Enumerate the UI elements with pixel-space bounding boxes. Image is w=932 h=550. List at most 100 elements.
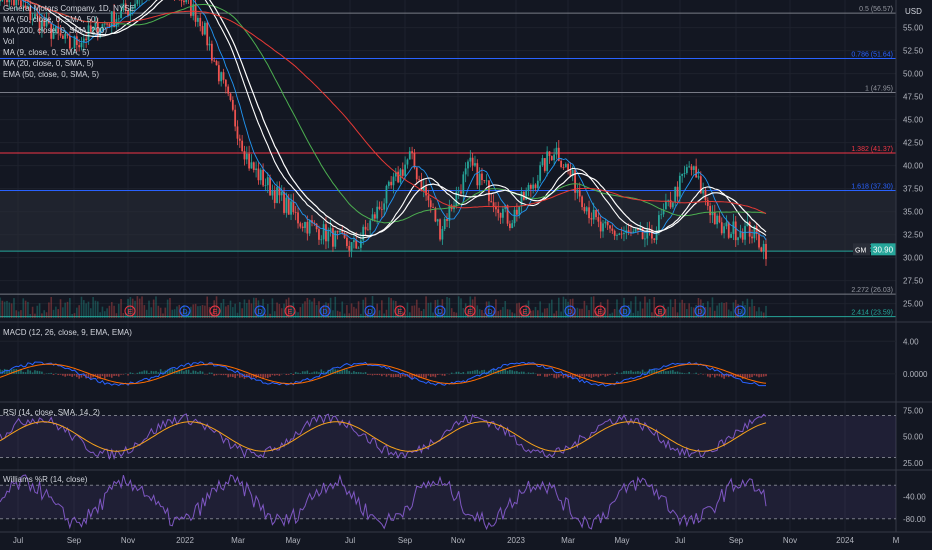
williams-title[interactable]: Williams %R (14, close)	[3, 475, 88, 484]
volume-bar	[716, 305, 718, 318]
candle-body	[248, 153, 251, 169]
macd-histogram-bar	[292, 373, 295, 375]
macd-histogram-bar	[264, 373, 267, 378]
candle-body	[329, 228, 332, 232]
candle-body	[127, 10, 129, 16]
candle-body	[224, 79, 227, 87]
macd-histogram-bar	[301, 371, 304, 374]
volume-bar	[553, 313, 555, 318]
candle-body	[513, 209, 516, 224]
candle-body	[599, 221, 602, 232]
macd-histogram-bar	[171, 368, 174, 374]
macd-histogram-bar	[138, 371, 141, 374]
volume-bar	[523, 311, 525, 318]
legend-title[interactable]: General Motors Company, 1D, NYSE	[3, 4, 135, 13]
candle-body	[653, 238, 656, 240]
macd-histogram-bar	[78, 373, 80, 379]
volume-bar	[513, 313, 516, 318]
volume-bar	[646, 302, 649, 318]
macd-histogram-bar	[334, 369, 337, 374]
candle-body	[276, 187, 278, 203]
williams-line	[0, 474, 767, 531]
volume-bar	[299, 307, 302, 318]
legend-vol[interactable]: Vol	[3, 37, 15, 46]
event-marker-label: D	[487, 309, 492, 316]
volume-bar	[378, 310, 381, 318]
candle-body	[681, 173, 684, 176]
volume-bar	[623, 297, 625, 318]
volume-bar	[192, 304, 195, 318]
candle-body	[117, 18, 120, 20]
macd-histogram-bar	[87, 373, 90, 378]
volume-bar	[90, 308, 92, 318]
macd-histogram-bar	[599, 373, 602, 376]
candle-body	[0, 0, 1, 2]
volume-bar	[173, 309, 176, 318]
macd-histogram-bar	[588, 373, 590, 377]
volume-bar	[346, 305, 348, 318]
rsi-y-tick: 75.00	[903, 406, 924, 415]
event-marker-label: D	[737, 309, 742, 316]
volume-bar	[17, 311, 20, 318]
candle-body	[413, 152, 416, 168]
macd-histogram-bar	[418, 373, 420, 378]
volume-bar	[753, 305, 756, 318]
candle-body	[529, 184, 532, 189]
macd-histogram-bar	[411, 373, 413, 380]
macd-histogram-bar	[225, 373, 227, 376]
candle-body	[502, 208, 504, 218]
event-marker-label: E	[288, 309, 293, 316]
rsi-title[interactable]: RSI (14, close, SMA, 14, 2)	[3, 408, 100, 417]
macd-histogram-bar	[720, 373, 723, 378]
volume-bar	[602, 310, 604, 318]
volume-bar	[597, 311, 600, 318]
legend-ma20[interactable]: MA (20, close, 0, SMA, 5)	[3, 59, 94, 68]
candle-body	[446, 219, 448, 221]
macd-histogram-bar	[683, 373, 686, 374]
candle-body	[511, 223, 514, 229]
volume-bar	[751, 299, 753, 318]
candle-body	[543, 158, 546, 171]
macd-histogram-bar	[353, 371, 355, 374]
y-tick-label: 42.50	[903, 139, 924, 148]
volume-bar	[432, 312, 434, 318]
candle-body	[611, 228, 614, 231]
candle-body	[301, 226, 304, 229]
macd-histogram-bar	[180, 369, 183, 374]
macd-histogram-bar	[273, 373, 276, 376]
volume-bar	[476, 305, 479, 318]
volume-bar	[364, 297, 367, 318]
macd-histogram-bar	[85, 373, 87, 379]
macd-histogram-bar	[364, 372, 367, 374]
legend-ma200[interactable]: MA (200, close, 0, SMA, 200)	[3, 26, 108, 35]
legend-ema50[interactable]: EMA (50, close, 0, SMA, 5)	[3, 70, 100, 79]
y-tick-label: 25.00	[903, 300, 924, 309]
candle-body	[229, 93, 232, 100]
candle-body	[220, 72, 223, 82]
candle-body	[443, 219, 446, 229]
volume-bar	[462, 308, 465, 318]
macd-histogram-bar	[131, 372, 134, 374]
volume-bar	[262, 298, 264, 318]
event-marker	[464, 305, 476, 317]
legend-ma9[interactable]: MA (9, close, 0, SMA, 5)	[3, 48, 90, 57]
candle-body	[89, 25, 92, 32]
macd-histogram-bar	[10, 369, 13, 374]
macd-histogram-bar	[318, 372, 320, 374]
volume-bar	[627, 305, 630, 318]
volume-bar	[741, 301, 744, 318]
volume-bar	[718, 303, 721, 318]
macd-histogram-bar	[499, 371, 502, 374]
volume-bar	[283, 303, 285, 318]
macd-histogram-bar	[294, 371, 297, 374]
legend-ma50[interactable]: MA (50, close, 0, SMA, 50)	[3, 15, 99, 24]
candle-body	[52, 32, 55, 39]
y-tick-label: 35.00	[903, 208, 924, 217]
volume-bar	[746, 298, 749, 318]
volume-bar	[506, 309, 509, 318]
candle-body	[404, 164, 407, 176]
macd-histogram-bar	[490, 369, 493, 374]
macd-title[interactable]: MACD (12, 26, close, 9, EMA, EMA)	[3, 328, 132, 337]
